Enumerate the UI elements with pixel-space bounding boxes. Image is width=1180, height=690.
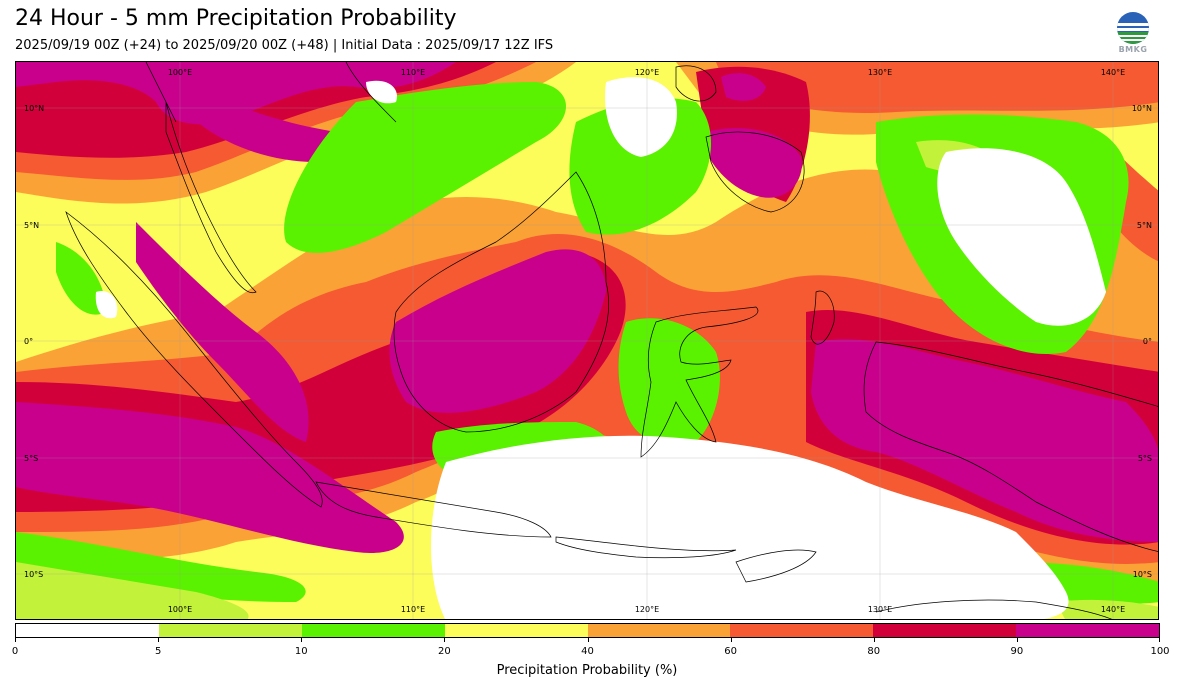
colorbar-segment xyxy=(587,624,731,637)
colorbar-tick xyxy=(301,638,303,642)
colorbar-tick xyxy=(873,638,875,642)
bmkg-globe-icon xyxy=(1117,12,1149,44)
lat-label-left: 5°S xyxy=(24,454,38,463)
map-canvas: 100°E 110°E 120°E 130°E 140°E 100°E 110°… xyxy=(16,62,1158,619)
lon-label-top: 120°E xyxy=(635,68,659,77)
fill-90-100 xyxy=(16,62,1158,553)
lon-labels-bottom: 100°E 110°E 120°E 130°E 140°E xyxy=(168,605,1125,614)
map-subtitle: 2025/09/19 00Z (+24) to 2025/09/20 00Z (… xyxy=(15,38,554,53)
colorbar-tick xyxy=(444,638,446,642)
coast-new-guinea xyxy=(863,341,1158,552)
coast-lesser-sunda xyxy=(555,536,737,559)
lon-label-bottom: 140°E xyxy=(1101,605,1125,614)
coast-australia xyxy=(875,599,1113,619)
lon-label-bottom: 110°E xyxy=(401,605,425,614)
colorbar xyxy=(15,623,1160,638)
lon-label-bottom: 120°E xyxy=(635,605,659,614)
lat-label-left: 10°S xyxy=(24,570,43,579)
lon-labels-top: 100°E 110°E 120°E 130°E 140°E xyxy=(168,68,1125,77)
coast-sumatra xyxy=(65,211,323,508)
colorbar-tick xyxy=(15,638,16,642)
lat-label-right: 10°N xyxy=(1132,104,1152,113)
colorbar-tick-label: 100 xyxy=(1150,646,1170,657)
colorbar-segment xyxy=(873,624,1017,637)
lat-label-right: 0° xyxy=(1143,337,1152,346)
fill-0-5 xyxy=(95,77,1106,619)
coast-halmahera xyxy=(810,290,835,345)
colorbar-segment xyxy=(301,624,445,637)
colorbar-segment xyxy=(730,624,874,637)
lon-label-bottom: 100°E xyxy=(168,605,192,614)
lat-label-left: 5°N xyxy=(24,221,39,230)
coast-indochina xyxy=(145,62,397,123)
colorbar-segment xyxy=(16,624,159,637)
coast-java xyxy=(315,481,552,538)
lon-label-bottom: 130°E xyxy=(868,605,892,614)
colorbar-tick xyxy=(158,638,160,642)
colorbar-tick xyxy=(730,638,732,642)
logo-text: BMKG xyxy=(1118,45,1148,54)
precipitation-map[interactable]: 100°E 110°E 120°E 130°E 140°E 100°E 110°… xyxy=(15,61,1159,620)
lat-label-right: 5°S xyxy=(1138,454,1152,463)
colorbar-tick xyxy=(1016,638,1018,642)
lon-label-top: 140°E xyxy=(1101,68,1125,77)
colorbar-tick xyxy=(1159,638,1160,642)
lon-label-top: 130°E xyxy=(868,68,892,77)
coast-visayas xyxy=(675,65,717,102)
colorbar-tick-label: 60 xyxy=(724,646,737,657)
lat-label-right: 5°N xyxy=(1137,221,1152,230)
colorbar-tick-label: 5 xyxy=(154,646,162,657)
colorbar-tick-label: 90 xyxy=(1010,646,1024,657)
lat-label-left: 10°N xyxy=(24,104,44,113)
coast-mindanao xyxy=(705,131,805,213)
colorbar-tick xyxy=(587,638,589,642)
colorbar-tick-label: 0 xyxy=(11,646,19,657)
lat-label-left: 0° xyxy=(24,337,33,346)
lon-label-top: 110°E xyxy=(401,68,425,77)
coast-borneo xyxy=(393,171,609,433)
colorbar-tick-label: 10 xyxy=(294,646,308,657)
colorbar-tick-label: 40 xyxy=(581,646,594,657)
colorbar-title: Precipitation Probability (%) xyxy=(496,663,678,678)
coastlines xyxy=(65,62,1158,619)
bmkg-logo: BMKG xyxy=(1115,11,1151,55)
coast-sulawesi xyxy=(640,306,759,458)
lat-labels-right: 10°N 5°N 0° 5°S 10°S xyxy=(1132,104,1152,579)
graticule xyxy=(16,62,1158,619)
colorbar-segment xyxy=(444,624,588,637)
coast-malay-peninsula xyxy=(165,101,257,294)
coast-timor xyxy=(735,549,817,583)
lon-label-top: 100°E xyxy=(168,68,192,77)
map-title: 24 Hour - 5 mm Precipitation Probability xyxy=(15,6,457,31)
colorbar-tick-label: 80 xyxy=(867,646,881,657)
colorbar-segment xyxy=(1016,624,1159,637)
colorbar-tick-label: 20 xyxy=(438,646,451,657)
lat-label-right: 10°S xyxy=(1133,570,1152,579)
lat-labels-left: 10°N 5°N 0° 5°S 10°S xyxy=(24,104,44,579)
colorbar-segment xyxy=(158,624,302,637)
